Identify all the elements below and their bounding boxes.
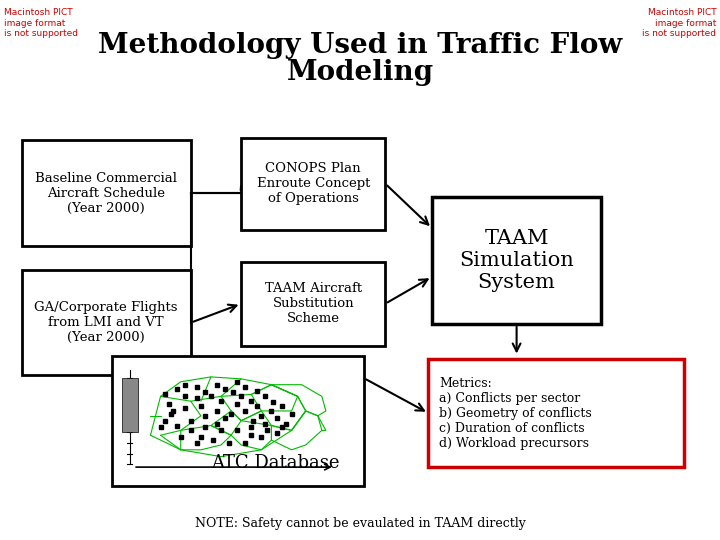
Text: Metrics:
a) Conflicts per sector
b) Geometry of conflicts
c) Duration of conflic: Metrics: a) Conflicts per sector b) Geom… (439, 376, 592, 450)
Text: TAAM Aircraft
Substitution
Scheme: TAAM Aircraft Substitution Scheme (265, 282, 361, 325)
Bar (241, 262, 385, 346)
Bar (428, 359, 684, 467)
Bar (22, 140, 191, 246)
Text: NOTE: Safety cannot be evaulated in TAAM directly: NOTE: Safety cannot be evaulated in TAAM… (194, 517, 526, 530)
Text: Baseline Commercial
Aircraft Schedule
(Year 2000): Baseline Commercial Aircraft Schedule (Y… (35, 172, 177, 214)
Text: Modeling: Modeling (287, 59, 433, 86)
Bar (112, 356, 364, 486)
Text: TAAM
Simulation
System: TAAM Simulation System (459, 229, 574, 292)
Bar (122, 378, 138, 432)
Bar (241, 138, 385, 230)
Text: Macintosh PICT
image format
is not supported: Macintosh PICT image format is not suppo… (4, 8, 78, 38)
Text: CONOPS Plan
Enroute Concept
of Operations: CONOPS Plan Enroute Concept of Operation… (256, 162, 370, 205)
Text: Macintosh PICT
image format
is not supported: Macintosh PICT image format is not suppo… (642, 8, 716, 38)
Text: Methodology Used in Traffic Flow: Methodology Used in Traffic Flow (98, 32, 622, 59)
Bar (432, 197, 601, 324)
Text: GA/Corporate Flights
from LMI and VT
(Year 2000): GA/Corporate Flights from LMI and VT (Ye… (35, 301, 178, 344)
Bar (22, 270, 191, 375)
Text: ATC Database: ATC Database (211, 455, 340, 472)
